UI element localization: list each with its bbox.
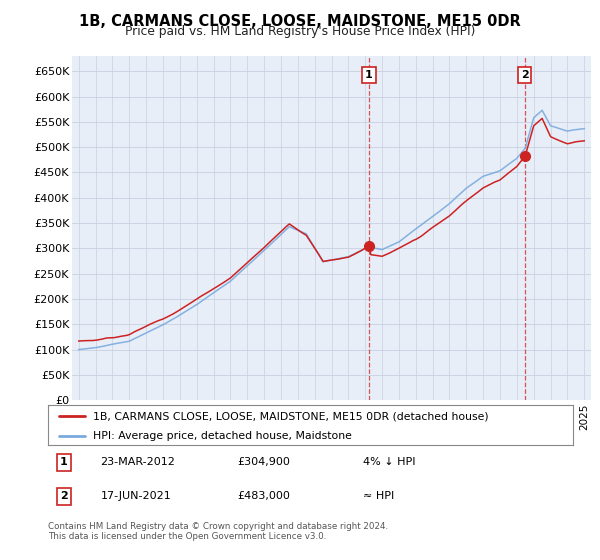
Text: 2: 2 xyxy=(521,70,529,80)
Text: 1B, CARMANS CLOSE, LOOSE, MAIDSTONE, ME15 0DR (detached house): 1B, CARMANS CLOSE, LOOSE, MAIDSTONE, ME1… xyxy=(92,411,488,421)
Text: 4% ↓ HPI: 4% ↓ HPI xyxy=(363,457,415,467)
Text: Price paid vs. HM Land Registry's House Price Index (HPI): Price paid vs. HM Land Registry's House … xyxy=(125,25,475,38)
Text: £304,900: £304,900 xyxy=(237,457,290,467)
Text: 17-JUN-2021: 17-JUN-2021 xyxy=(101,491,171,501)
Text: ≈ HPI: ≈ HPI xyxy=(363,491,394,501)
Text: Contains HM Land Registry data © Crown copyright and database right 2024.
This d: Contains HM Land Registry data © Crown c… xyxy=(48,522,388,542)
Text: 1: 1 xyxy=(365,70,373,80)
Text: £483,000: £483,000 xyxy=(237,491,290,501)
Text: 1B, CARMANS CLOSE, LOOSE, MAIDSTONE, ME15 0DR: 1B, CARMANS CLOSE, LOOSE, MAIDSTONE, ME1… xyxy=(79,14,521,29)
Text: 1: 1 xyxy=(60,457,68,467)
Text: 23-MAR-2012: 23-MAR-2012 xyxy=(101,457,175,467)
Text: 2: 2 xyxy=(60,491,68,501)
Text: HPI: Average price, detached house, Maidstone: HPI: Average price, detached house, Maid… xyxy=(92,431,352,441)
